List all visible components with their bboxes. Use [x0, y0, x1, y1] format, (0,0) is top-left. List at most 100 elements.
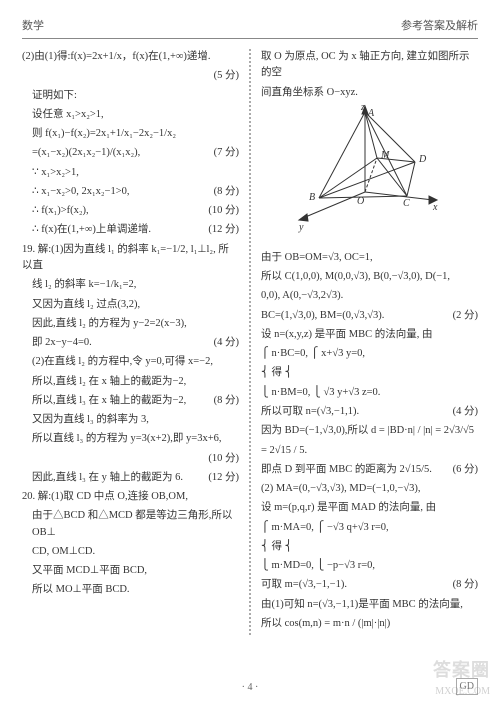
text: 20. 解:(1)取 CD 中点 O,连接 OB,OM,	[22, 489, 239, 505]
label-A: A	[367, 108, 375, 119]
para-line: 所以 C(1,0,0), M(0,0,√3), B(0,−√3,0), D(−1…	[261, 269, 478, 285]
text: ⎩ m·MD=0, ⎩ −p−√3 r=0,	[261, 558, 478, 574]
text: ∴ f(x)在(1,+∞)上单调递增.	[32, 222, 204, 238]
column-left: (2)由(1)得:f(x)=2x+1/x，f(x)在(1,+∞)递增. (5 分…	[22, 49, 239, 635]
para-line: ⎨ 得 ⎨	[261, 365, 478, 381]
score-tag: (4 分)	[449, 404, 478, 420]
text: ∴ f(x₁)>f(x₂),	[32, 203, 204, 219]
score-tag: (5 分)	[210, 68, 239, 84]
text: 线 l₂ 的斜率 k=−1/k₁=2,	[32, 277, 239, 293]
label-x: x	[432, 202, 438, 213]
score-tag: (8 分)	[449, 577, 478, 593]
para-line: 又因为直线 l₃ 的斜率为 3,	[22, 412, 239, 428]
column-right: 取 O 为原点, OC 为 x 轴正方向, 建立如图所示的空 间直角坐标系 O−…	[261, 49, 478, 635]
score-tag: (12 分)	[204, 222, 239, 238]
text: 即 2x−y−4=0.	[32, 335, 210, 351]
para-line: 由(1)可知 n=(√3,−1,1)是平面 MBC 的法向量,	[261, 597, 478, 613]
score-line: (5 分)	[22, 68, 239, 84]
text: ∴ x₁−x₂>0, 2x₁x₂−1>0,	[32, 184, 210, 200]
text: 间直角坐标系 O−xyz.	[261, 85, 478, 101]
text: (2) MA=(0,−√3,√3), MD=(−1,0,−√3),	[261, 481, 478, 497]
text: 由于 OB=OM=√3, OC=1,	[261, 250, 478, 266]
label-O: O	[357, 196, 364, 207]
score-tag: (8 分)	[210, 393, 239, 409]
para-line: ∴ f(x₁)>f(x₂),(10 分)	[22, 203, 239, 219]
para-line: (2)由(1)得:f(x)=2x+1/x，f(x)在(1,+∞)递增.	[22, 49, 239, 65]
para-line: 所以可取 n=(√3,−1,1).(4 分)	[261, 404, 478, 420]
text: 证明如下:	[32, 88, 239, 104]
text: 19. 解:(1)因为直线 l₁ 的斜率 k₁=−1/2, l₁⊥l₂, 所以直	[22, 242, 239, 275]
text: 所以,直线 l₃ 在 x 轴上的截距为−2,	[32, 393, 210, 409]
text: =(x₁−x₂)(2x₁x₂−1)/(x₁x₂),	[32, 145, 210, 161]
text: = 2√15 / 5.	[261, 443, 478, 459]
para-line: 因为 BD=(−1,√3,0),所以 d = |BD·n| / |n| = 2√…	[261, 423, 478, 439]
para-line: ∴ f(x)在(1,+∞)上单调递增.(12 分)	[22, 222, 239, 238]
text: 设 m=(p,q,r) 是平面 MAD 的法向量, 由	[261, 500, 478, 516]
para-line: ⎩ m·MD=0, ⎩ −p−√3 r=0,	[261, 558, 478, 574]
edition-badge: GD	[456, 678, 478, 696]
para-line: 所以直线 l₃ 的方程为 y=3(x+2),即 y=3x+6,	[22, 431, 239, 447]
score-tag: (2 分)	[449, 308, 478, 324]
para-line: 可取 m=(√3,−1,−1).(8 分)	[261, 577, 478, 593]
two-column-layout: (2)由(1)得:f(x)=2x+1/x，f(x)在(1,+∞)递增. (5 分…	[22, 49, 478, 635]
text: (2)由(1)得:f(x)=2x+1/x，f(x)在(1,+∞)递增.	[22, 49, 239, 65]
text: 所以,直线 l₂ 在 x 轴上的截距为−2,	[32, 374, 239, 390]
text: 0,0), A(0,−√3,2√3).	[261, 288, 478, 304]
para-line: 因此,直线 l₂ 的方程为 y−2=2(x−3),	[22, 316, 239, 332]
text: 所以直线 l₃ 的方程为 y=3(x+2),即 y=3x+6,	[32, 431, 239, 447]
para-line: (2)在直线 l₂ 的方程中,令 y=0,可得 x=−2,	[22, 354, 239, 370]
para-line: 即点 D 到平面 MBC 的距离为 2√15/5.(6 分)	[261, 462, 478, 478]
text: 所以可取 n=(√3,−1,1).	[261, 404, 449, 420]
text: 又平面 MCD⊥平面 BCD,	[32, 563, 239, 579]
text: 所以 cos(m,n) = m·n / (|m|·|n|)	[261, 616, 478, 632]
header-section: 参考答案及解析	[401, 18, 478, 35]
text: 又因为直线 l₃ 的斜率为 3,	[32, 412, 239, 428]
score-tag: (7 分)	[210, 145, 239, 161]
para-line: 又因为直线 l₂ 过点(3,2),	[22, 297, 239, 313]
text: 又因为直线 l₂ 过点(3,2),	[32, 297, 239, 313]
text: 即点 D 到平面 MBC 的距离为 2√15/5.	[261, 462, 449, 478]
score-tag: (12 分)	[204, 470, 239, 486]
para-line: ∴ x₁−x₂>0, 2x₁x₂−1>0,(8 分)	[22, 184, 239, 200]
text: 设 n=(x,y,z) 是平面 MBC 的法向量, 由	[261, 327, 478, 343]
text: 则 f(x₁)−f(x₂)=2x₁+1/x₁−2x₂−1/x₂	[32, 126, 239, 142]
para-line: 所以 MO⊥平面 BCD.	[22, 582, 239, 598]
text: (2)在直线 l₂ 的方程中,令 y=0,可得 x=−2,	[32, 354, 239, 370]
score-tag: (10 分)	[204, 203, 239, 219]
text: ⎧ m·MA=0, ⎧ −√3 q+√3 r=0,	[261, 520, 478, 536]
spatial-diagram: z A M D B C O x y	[295, 104, 445, 244]
para-line: ⎩ n·BM=0, ⎩ √3 y+√3 z=0.	[261, 385, 478, 401]
page-number: · 4 ·	[0, 680, 500, 696]
para-line: ⎧ m·MA=0, ⎧ −√3 q+√3 r=0,	[261, 520, 478, 536]
para-line: ∵ x₁>x₂>1,	[22, 165, 239, 181]
text: 设任意 x₁>x₂>1,	[32, 107, 239, 123]
para-line: 所以 cos(m,n) = m·n / (|m|·|n|)	[261, 616, 478, 632]
para-line: ⎨ 得 ⎨	[261, 539, 478, 555]
para-line: 0,0), A(0,−√3,2√3).	[261, 288, 478, 304]
para-line: 设 n=(x,y,z) 是平面 MBC 的法向量, 由	[261, 327, 478, 343]
text: 所以 MO⊥平面 BCD.	[32, 582, 239, 598]
text: ⎧ n·BC=0, ⎧ x+√3 y=0,	[261, 346, 478, 362]
para-line: 所以,直线 l₃ 在 x 轴上的截距为−2,(8 分)	[22, 393, 239, 409]
text: ⎩ n·BM=0, ⎩ √3 y+√3 z=0.	[261, 385, 478, 401]
para-line: 设 m=(p,q,r) 是平面 MAD 的法向量, 由	[261, 500, 478, 516]
score-tag: (10 分)	[204, 451, 239, 467]
para-line: 由于 OB=OM=√3, OC=1,	[261, 250, 478, 266]
label-M: M	[380, 150, 390, 161]
column-divider	[249, 49, 251, 635]
text: 因此,直线 l₃ 在 y 轴上的截距为 6.	[32, 470, 204, 486]
para-line: 20. 解:(1)取 CD 中点 O,连接 OB,OM,	[22, 489, 239, 505]
text: 由于△BCD 和△MCD 都是等边三角形,所以 OB⊥	[32, 508, 239, 541]
para-line: 线 l₂ 的斜率 k=−1/k₁=2,	[22, 277, 239, 293]
para-line: 因此,直线 l₃ 在 y 轴上的截距为 6.(12 分)	[22, 470, 239, 486]
score-tag: (8 分)	[210, 184, 239, 200]
para-line: 由于△BCD 和△MCD 都是等边三角形,所以 OB⊥	[22, 508, 239, 541]
text: 所以 C(1,0,0), M(0,0,√3), B(0,−√3,0), D(−1…	[261, 269, 478, 285]
label-B: B	[309, 192, 315, 203]
para-line: ⎧ n·BC=0, ⎧ x+√3 y=0,	[261, 346, 478, 362]
text: BC=(1,√3,0), BM=(0,√3,√3).	[261, 308, 449, 324]
text: CD, OM⊥CD.	[32, 544, 239, 560]
para-line: CD, OM⊥CD.	[22, 544, 239, 560]
text: 取 O 为原点, OC 为 x 轴正方向, 建立如图所示的空	[261, 49, 478, 82]
text: 可取 m=(√3,−1,−1).	[261, 577, 449, 593]
